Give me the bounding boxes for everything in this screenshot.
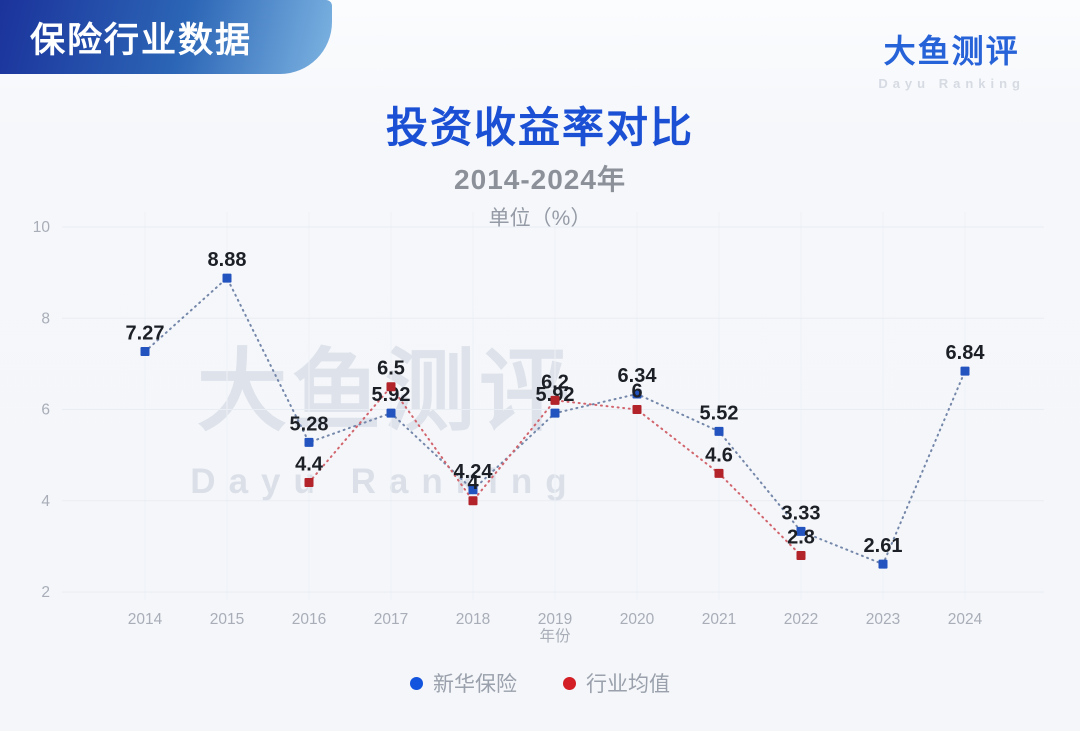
x-tick-label: 2024: [948, 611, 983, 628]
x-tick-label: 2015: [210, 611, 244, 628]
y-tick-label: 6: [41, 402, 50, 419]
data-point-marker: [386, 382, 396, 392]
data-point-label: 4.4: [295, 454, 324, 476]
legend-item-xinhua-baoxian[interactable]: 新华保险: [410, 668, 517, 698]
y-tick-label: 4: [41, 493, 50, 510]
data-point-marker: [140, 347, 150, 357]
brand-subtitle: Dayu Ranking: [878, 76, 1025, 91]
brand-logo: 大鱼测评 Dayu Ranking: [878, 26, 1025, 91]
data-point-marker: [714, 426, 724, 436]
data-point-marker: [632, 389, 642, 399]
data-point-marker: [468, 485, 478, 495]
data-point-marker: [550, 395, 560, 405]
data-point-label: 4.24: [454, 461, 494, 483]
data-point-label: 2.8: [787, 527, 815, 549]
data-point-label: 8.88: [208, 249, 247, 271]
chart-legend: 新华保险 行业均值: [0, 668, 1080, 698]
data-point-label: 6.84: [946, 342, 986, 364]
data-point-marker: [550, 408, 560, 418]
x-tick-label: 2022: [784, 611, 818, 628]
data-point-marker: [878, 559, 888, 569]
legend-item-hangye-junzhi[interactable]: 行业均值: [563, 668, 670, 698]
legend-dot-red: [563, 676, 576, 690]
header-badge-label: 保险行业数据: [30, 20, 253, 60]
data-point-label: 7.27: [126, 323, 165, 345]
data-point-label: 5.28: [290, 413, 329, 435]
legend-label-xinhua-baoxian: 新华保险: [433, 673, 517, 696]
x-tick-label: 2014: [128, 611, 163, 628]
data-point-label: 2.61: [864, 535, 903, 557]
x-tick-label: 2023: [866, 611, 900, 628]
x-tick-label: 2019: [538, 611, 572, 628]
data-point-label: 6.5: [377, 358, 405, 380]
chart-subtitle: 2014-2024年: [454, 164, 626, 195]
data-point-marker: [386, 408, 396, 418]
x-tick-label: 2020: [620, 611, 655, 628]
data-point-marker: [632, 405, 642, 414]
x-tick-label: 2018: [456, 611, 490, 628]
data-point-marker: [468, 496, 478, 506]
x-axis-title: 年份: [539, 627, 571, 645]
data-point-label: 6.34: [618, 365, 658, 387]
x-tick-label: 2016: [292, 611, 326, 628]
unit-label: 单位（%）: [488, 207, 592, 230]
data-point-label: 5.92: [372, 384, 411, 406]
data-point-label: 5.92: [536, 384, 575, 406]
x-tick-label: 2017: [374, 611, 408, 628]
data-point-marker: [714, 468, 724, 478]
data-point-label: 4.6: [705, 444, 733, 466]
data-point-label: 4: [467, 472, 479, 494]
data-point-marker: [960, 366, 970, 376]
legend-label-hangye-junzhi: 行业均值: [586, 673, 670, 696]
data-point-marker: [796, 526, 806, 536]
x-tick-label: 2021: [702, 611, 736, 628]
data-point-marker: [304, 478, 314, 487]
legend-dot-blue: [410, 676, 423, 690]
y-tick-label: 8: [41, 310, 50, 327]
y-tick-label: 2: [41, 584, 50, 601]
data-point-label: 6.2: [541, 371, 569, 393]
data-point-label: 3.33: [782, 502, 821, 524]
data-point-marker: [222, 273, 232, 283]
y-tick-label: 10: [33, 219, 51, 236]
brand-name: 大鱼测评: [883, 33, 1020, 69]
page-title: 投资收益率对比: [385, 104, 694, 151]
header-badge: 保险行业数据: [0, 0, 332, 74]
data-point-label: 6: [631, 381, 642, 403]
data-point-marker: [796, 551, 806, 560]
line-chart: 2 4 6 8 10 2014 2015 2016 2017 2018 2019 2020 2021 20…: [33, 212, 1044, 645]
data-point-marker: [304, 437, 314, 447]
data-point-label: 5.52: [700, 402, 739, 424]
